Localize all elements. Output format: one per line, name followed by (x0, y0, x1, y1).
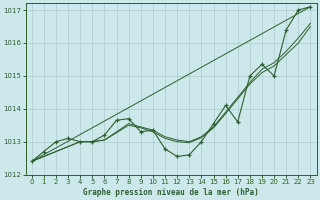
X-axis label: Graphe pression niveau de la mer (hPa): Graphe pression niveau de la mer (hPa) (83, 188, 259, 197)
